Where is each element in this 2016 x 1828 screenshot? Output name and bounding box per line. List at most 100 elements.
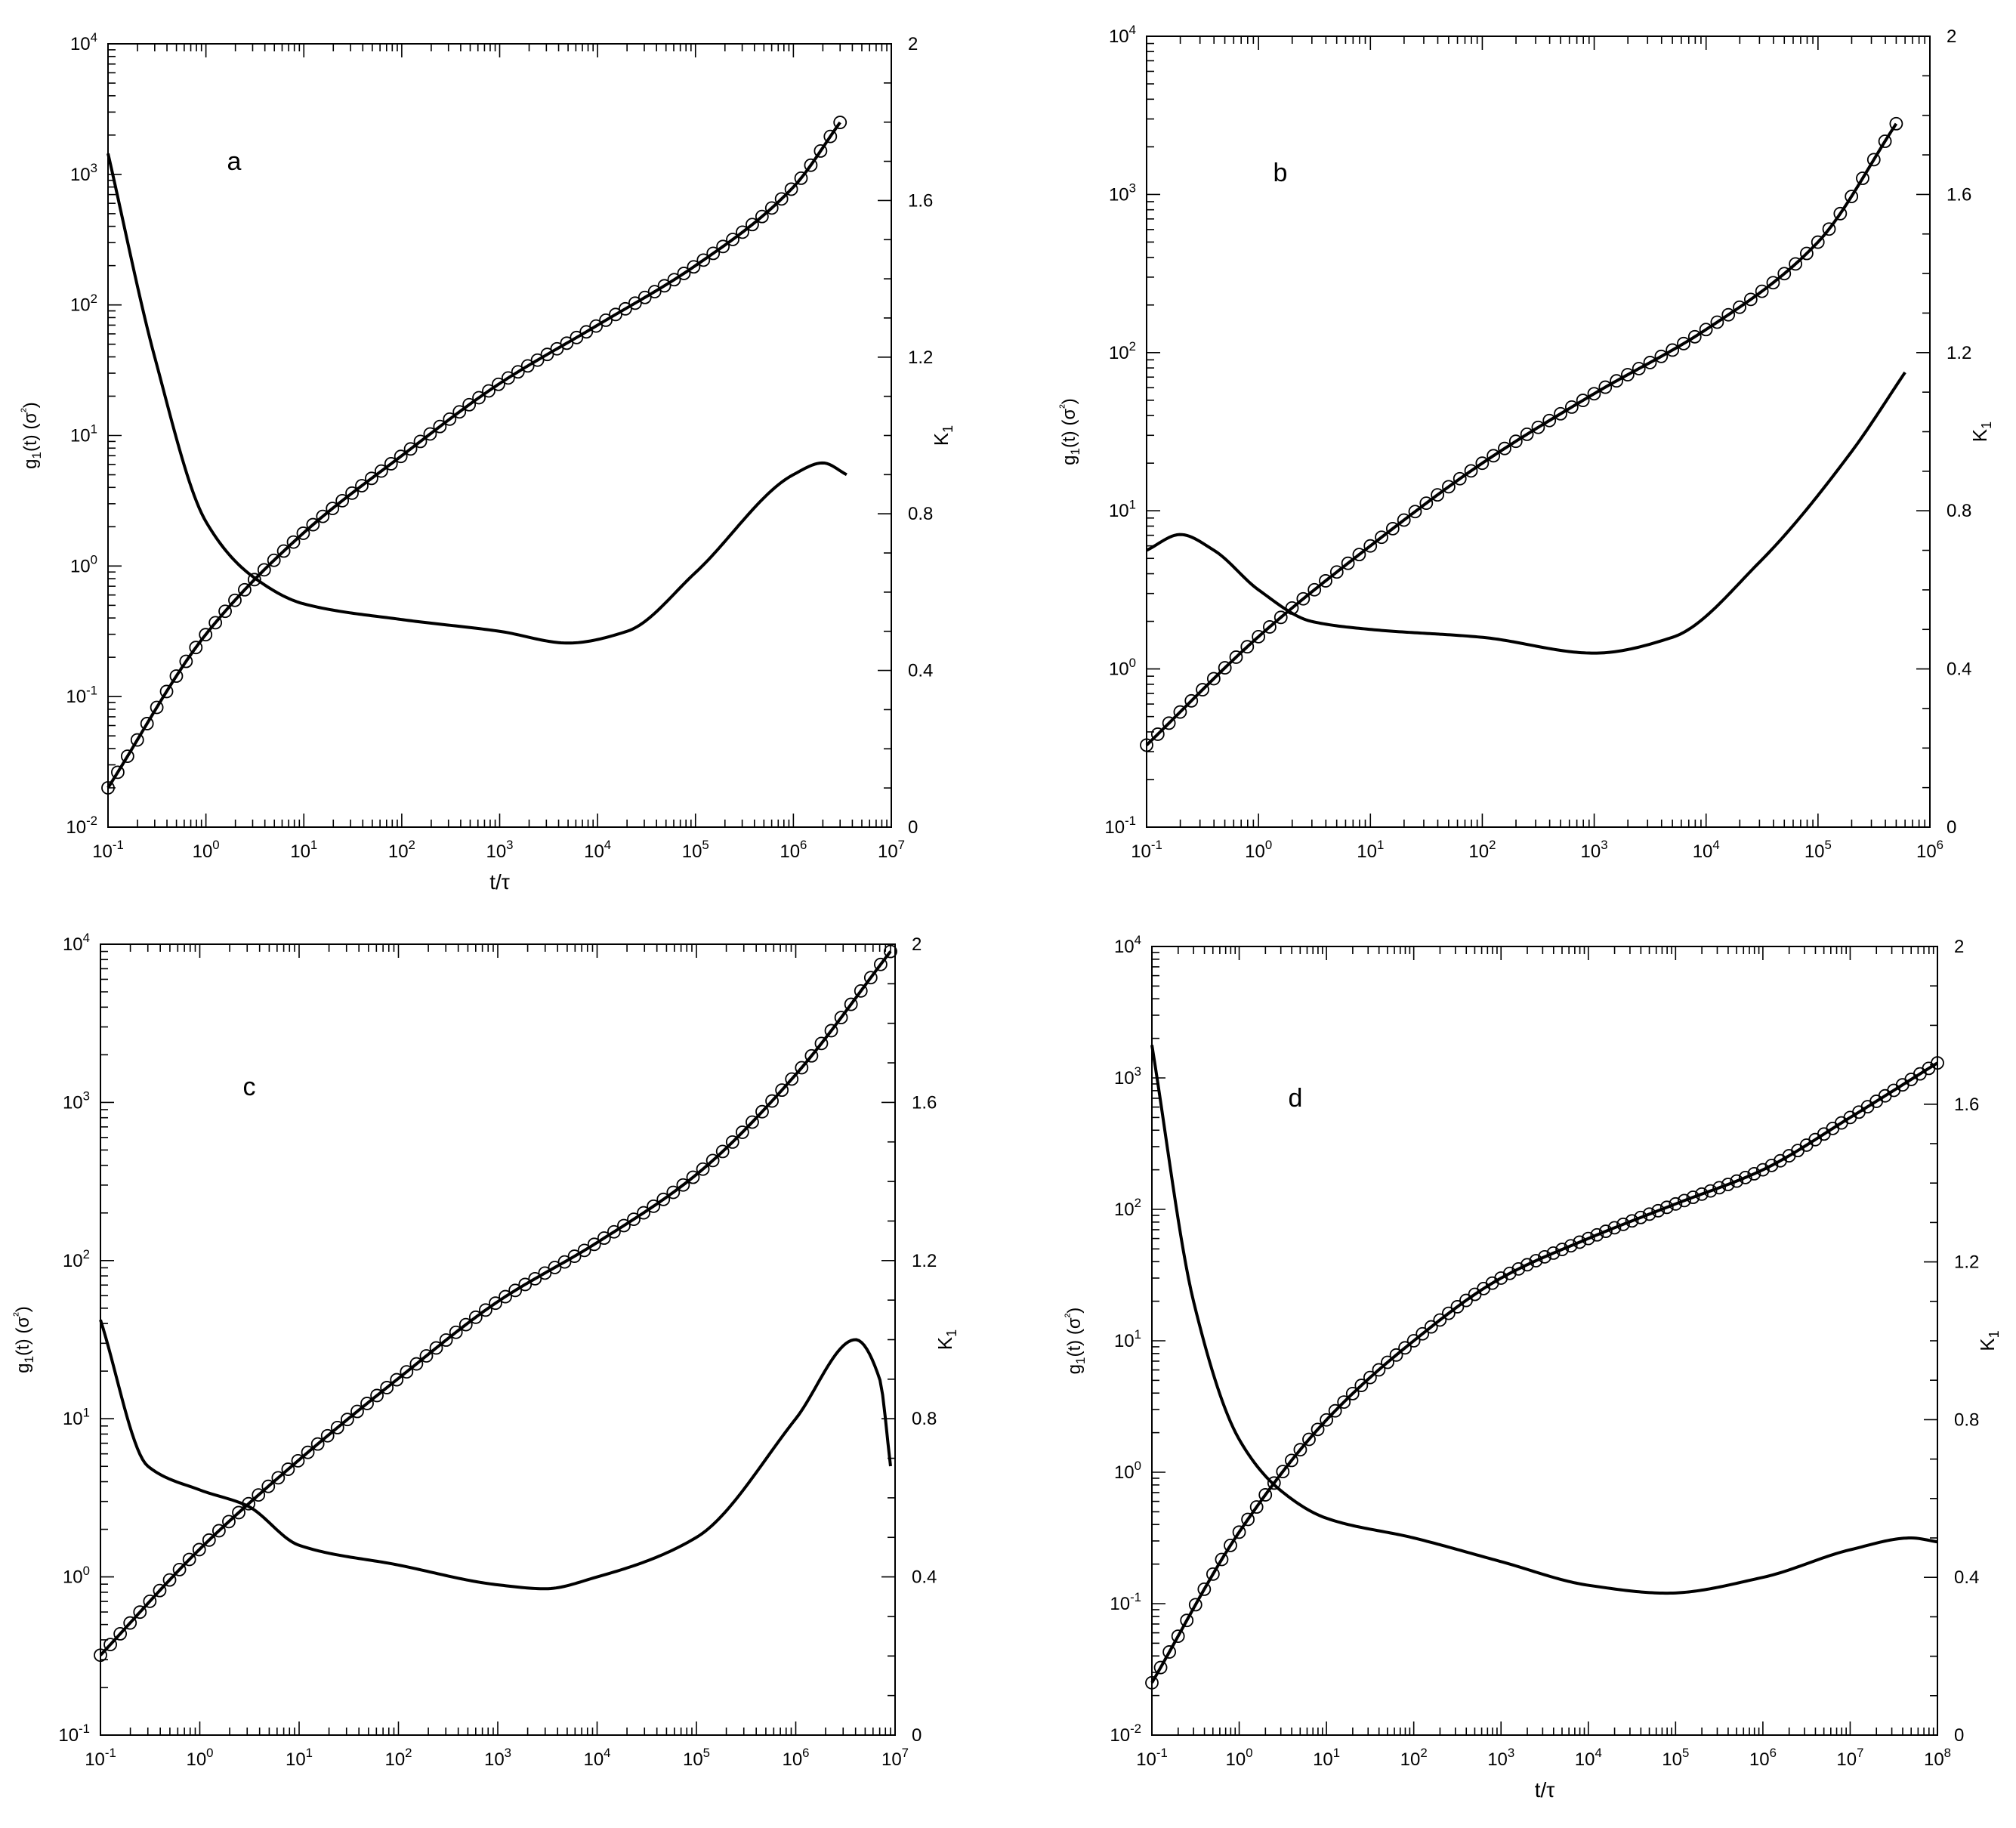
k1-curve <box>99 1319 892 1591</box>
g1-data-point <box>666 1185 681 1200</box>
g1-data-point <box>706 246 721 261</box>
g1-data-point <box>1354 1379 1369 1392</box>
g1-data-point <box>1307 582 1322 597</box>
y-left-axis-label: g1(t) (σ²) <box>11 1306 36 1373</box>
g1-data-point <box>1381 1355 1394 1369</box>
g1-data-point <box>130 733 144 747</box>
g1-data-point <box>291 1453 305 1468</box>
g1-data-point <box>619 301 632 316</box>
g1-data-point <box>365 471 378 486</box>
g1-data-point <box>1520 428 1534 441</box>
g1-data-point <box>863 971 878 985</box>
g1-data-point <box>725 1135 739 1149</box>
g1-data-point <box>345 486 359 500</box>
g1-data-point <box>1651 1203 1666 1218</box>
g1-data-point <box>774 192 789 206</box>
g1-data-point <box>1363 539 1378 553</box>
g1-data-point <box>153 1583 167 1598</box>
y-left-tick-label: 102 <box>1109 339 1136 363</box>
x-tick-label: 103 <box>486 838 513 862</box>
g1-data-point <box>1475 456 1490 471</box>
g1-data-point <box>1218 661 1232 675</box>
g1-data-point <box>736 225 749 239</box>
y-right-tick-label: 1.6 <box>1954 1095 1979 1115</box>
g1-data-point <box>1249 1500 1264 1514</box>
g1-data-point <box>267 553 281 567</box>
g1-data-point <box>1755 284 1769 298</box>
y-left-tick-label: 100 <box>63 1564 90 1588</box>
g1-data-point <box>499 1289 512 1304</box>
g1-data-point <box>1669 1197 1683 1211</box>
x-tick-label: 103 <box>1487 1746 1514 1770</box>
g1-data-point <box>202 1533 216 1547</box>
x-tick-label: 10-1 <box>92 838 124 862</box>
g1-data-point <box>628 296 642 310</box>
x-tick-label: 104 <box>1693 838 1720 862</box>
y-right-axis-label: K1 <box>934 1329 959 1350</box>
g1-data-point <box>1441 1306 1456 1320</box>
y-left-tick-label: 10-1 <box>58 1721 90 1746</box>
g1-data-point <box>1845 190 1859 204</box>
g1-data-point <box>1140 738 1153 752</box>
y-right-tick-label: 1.2 <box>912 1251 937 1271</box>
g1-data-point <box>557 1255 572 1269</box>
g1-data-point <box>1520 1258 1534 1272</box>
g1-data-point <box>182 1552 196 1567</box>
g1-data-point <box>1573 1235 1587 1249</box>
g1-data-point <box>1416 1326 1430 1341</box>
g1-data-point <box>1252 629 1266 644</box>
g1-data-point <box>1800 246 1814 261</box>
g1-data-point <box>123 1616 137 1630</box>
g1-data-point <box>755 209 769 224</box>
y-right-tick-label: 2 <box>1954 937 1964 957</box>
x-tick-label: 104 <box>1575 1746 1602 1770</box>
panel-d: 10-1 100 101 102 103 104 105 106 107 10810-210-11… <box>1062 933 2002 1802</box>
g1-data-point <box>884 944 897 959</box>
g1-data-point <box>1634 1210 1648 1224</box>
y-left-tick-label: 100 <box>1109 656 1136 680</box>
g1-data-point <box>1171 1629 1185 1643</box>
y-right-tick-label: 0.8 <box>908 504 933 524</box>
g1-data-point <box>560 336 574 350</box>
g1-data-point <box>746 218 759 232</box>
y-left-tick-label: 101 <box>1114 1327 1141 1351</box>
g1-data-point <box>479 1303 492 1317</box>
x-tick-label: 102 <box>1468 838 1496 862</box>
g1-data-point <box>374 464 388 478</box>
y-left-axis-label: g1(t) (σ²) <box>1057 398 1082 465</box>
y-left-tick-label: 102 <box>70 292 97 316</box>
g1-data-point <box>854 983 868 998</box>
g1-data-point <box>429 1341 443 1355</box>
x-tick-label: 10-1 <box>1136 1746 1168 1770</box>
g1-data-point <box>609 307 622 322</box>
g1-data-point <box>1703 1184 1718 1198</box>
x-tick-label: 105 <box>682 838 709 862</box>
y-left-tick-label: 10-2 <box>66 814 97 838</box>
g1-data-point <box>1274 610 1288 625</box>
g1-data-point <box>1385 521 1400 536</box>
x-tick-label: 101 <box>286 1746 313 1770</box>
g1-data-point <box>1931 1056 1944 1070</box>
g1-data-point <box>1677 336 1690 350</box>
g1-data-point <box>179 654 193 669</box>
g1-data-point <box>528 1271 542 1286</box>
g1-data-point <box>276 544 291 558</box>
g1-data-point <box>548 1261 562 1274</box>
g1-data-point <box>103 1638 117 1652</box>
g1-data-point <box>218 604 232 619</box>
g1-data-point <box>1755 1163 1770 1177</box>
g1-data-point <box>390 1373 404 1387</box>
g1-data-point <box>1502 1266 1517 1280</box>
g1-data-point <box>1889 116 1903 131</box>
g1-data-point <box>443 412 457 426</box>
g1-data-point <box>1721 1178 1735 1191</box>
g1-data-point <box>794 171 808 185</box>
g1-data-point <box>301 1445 315 1459</box>
x-tick-label: 107 <box>881 1746 909 1770</box>
y-left-axis-label: g1(t) (σ²) <box>1062 1308 1088 1375</box>
g1-data-point <box>579 325 594 339</box>
g1-data-point <box>814 1036 829 1051</box>
y-right-tick-label: 0.8 <box>1947 501 1971 521</box>
x-tick-label: 107 <box>1836 1746 1863 1770</box>
